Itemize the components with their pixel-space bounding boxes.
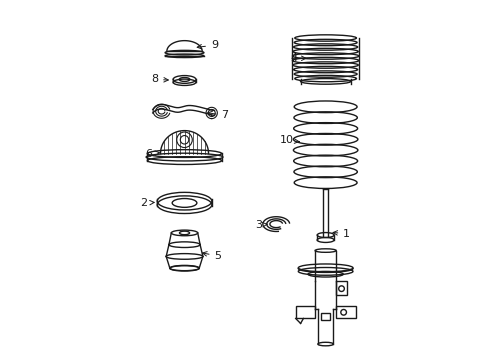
Text: 6: 6 <box>145 149 159 158</box>
Bar <box>321 313 329 320</box>
Text: 5: 5 <box>202 251 221 261</box>
Text: 8: 8 <box>151 75 168 85</box>
Bar <box>295 306 314 319</box>
Bar <box>336 306 355 319</box>
Text: 9: 9 <box>197 40 218 50</box>
Text: 4: 4 <box>290 53 305 63</box>
Text: 7: 7 <box>207 111 228 121</box>
Bar <box>336 280 346 294</box>
Text: 10: 10 <box>279 135 299 145</box>
Text: 3: 3 <box>255 220 267 230</box>
Text: 2: 2 <box>140 198 154 208</box>
Text: 1: 1 <box>332 229 349 239</box>
